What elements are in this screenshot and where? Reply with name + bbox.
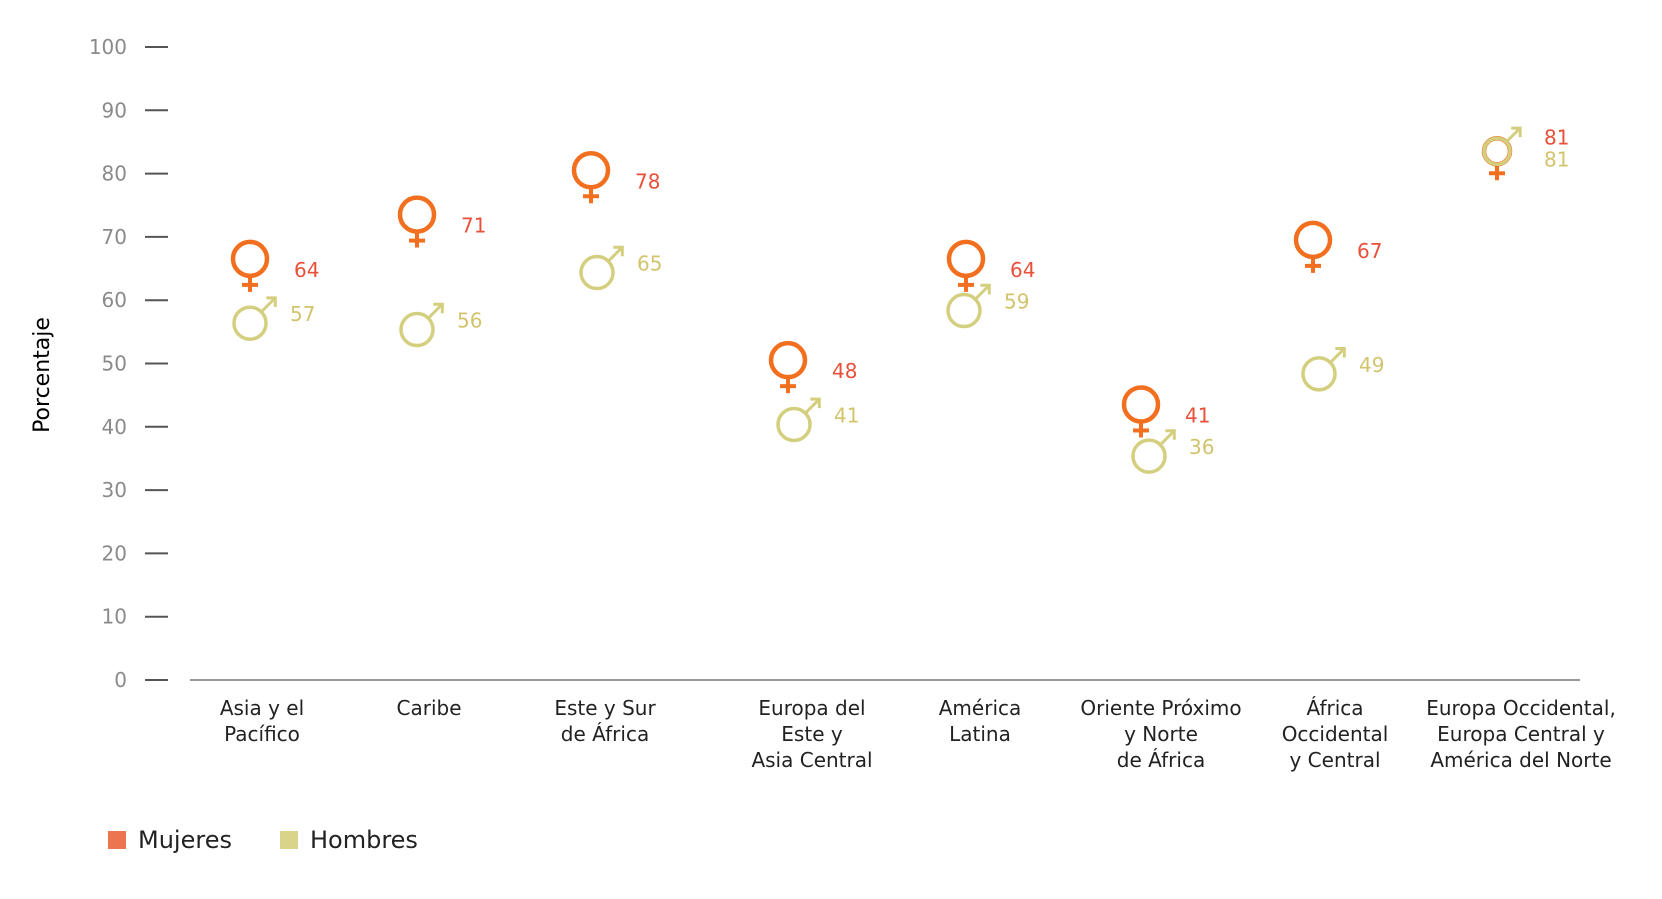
y-tick-label: 90 <box>102 98 127 122</box>
y-tick-label: 100 <box>89 35 127 59</box>
legend-swatch-mujeres <box>108 831 126 849</box>
value-label-hombres: 59 <box>1004 290 1029 314</box>
y-tick-label: 10 <box>102 605 127 629</box>
y-tick-label: 80 <box>102 162 127 186</box>
female-symbol-marker <box>1121 385 1161 438</box>
value-label-mujeres: 81 <box>1544 125 1569 149</box>
value-label-hombres: 81 <box>1544 147 1569 171</box>
male-symbol-marker <box>1301 347 1346 392</box>
female-symbol-marker <box>397 195 437 248</box>
y-tick-label: 0 <box>114 668 127 692</box>
y-tick-label: 50 <box>102 352 127 376</box>
value-label-hombres: 56 <box>457 309 482 333</box>
y-tick-label: 40 <box>102 415 127 439</box>
x-category-label: Asia y el Pacífico <box>220 696 304 746</box>
male-symbol-marker <box>1131 429 1176 474</box>
female-symbol-marker <box>768 340 808 394</box>
y-axis-label: Porcentaje <box>30 317 55 433</box>
female-symbol-marker <box>946 239 986 292</box>
value-label-mujeres: 78 <box>635 169 660 193</box>
value-label-hombres: 57 <box>290 302 315 326</box>
value-label-mujeres: 64 <box>294 258 319 282</box>
legend-label-mujeres: Mujeres <box>138 826 232 854</box>
x-category-label: Oriente Próximo y Norte de África <box>1080 696 1241 772</box>
x-category-label: Este y Sur de África <box>554 696 656 746</box>
male-symbol-marker <box>232 296 277 341</box>
value-label-hombres: 41 <box>834 403 859 427</box>
legend-item-mujeres: Mujeres <box>108 826 232 854</box>
female-symbol-marker <box>230 239 270 292</box>
male-symbol-marker <box>399 302 444 348</box>
legend: Mujeres Hombres <box>108 826 466 854</box>
male-symbol-marker <box>579 245 624 291</box>
legend-item-hombres: Hombres <box>279 826 418 854</box>
x-category-label: Europa del Este y Asia Central <box>751 696 872 772</box>
value-label-mujeres: 64 <box>1010 258 1035 282</box>
male-symbol-marker <box>776 397 821 443</box>
value-label-mujeres: 48 <box>832 359 857 383</box>
value-label-hombres: 49 <box>1359 353 1384 377</box>
x-category-label: Caribe <box>397 696 462 720</box>
value-label-hombres: 36 <box>1189 435 1214 459</box>
y-tick-label: 20 <box>102 541 127 565</box>
y-tick-label: 70 <box>102 225 127 249</box>
legend-label-hombres: Hombres <box>309 826 418 854</box>
value-label-mujeres: 67 <box>1357 239 1382 263</box>
female-symbol-marker <box>1293 220 1333 273</box>
male-symbol-marker <box>1482 126 1522 167</box>
female-symbol-marker <box>571 151 611 204</box>
value-label-mujeres: 71 <box>461 214 486 238</box>
x-category-label: África Occidental y Central <box>1282 696 1389 772</box>
value-label-mujeres: 41 <box>1185 403 1210 427</box>
legend-swatch-hombres <box>279 831 298 849</box>
value-label-hombres: 65 <box>637 252 662 276</box>
x-category-label: Europa Occidental, Europa Central y Améric… <box>1426 696 1616 772</box>
y-tick-label: 30 <box>102 478 127 502</box>
y-tick-label: 60 <box>102 288 127 312</box>
x-category-label: América Latina <box>939 696 1022 746</box>
male-symbol-marker <box>946 283 991 329</box>
